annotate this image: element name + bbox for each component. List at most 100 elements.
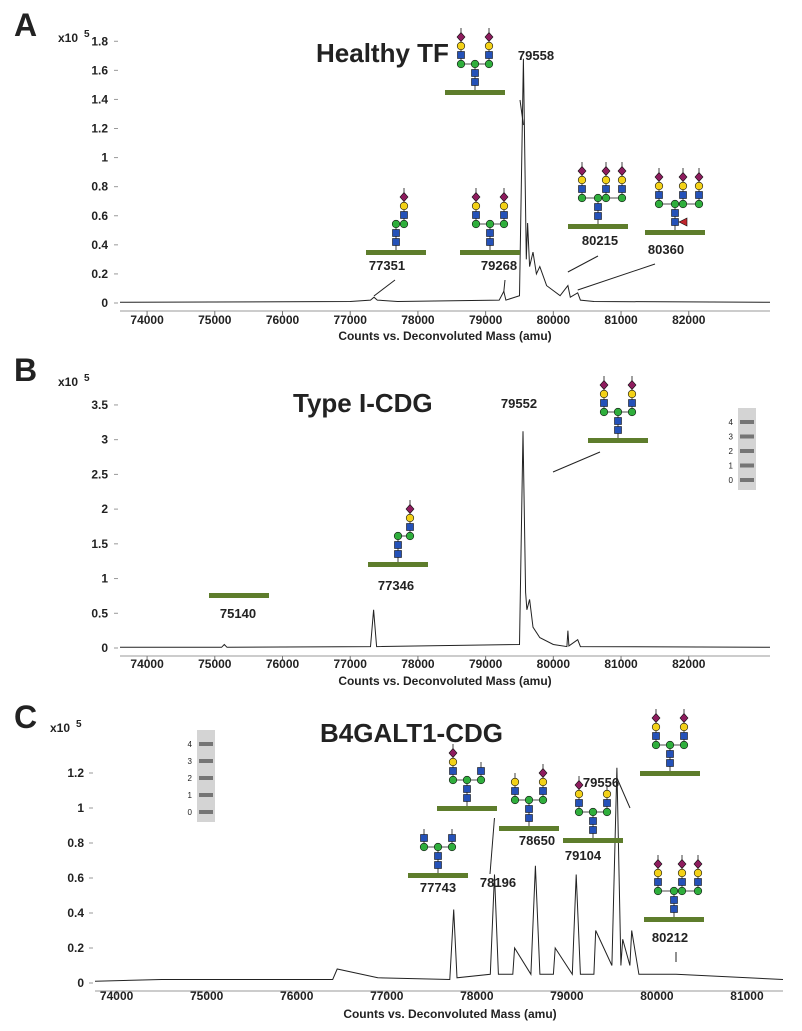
mannose-circle bbox=[457, 60, 465, 68]
leader-line bbox=[568, 256, 598, 272]
mannose-circle bbox=[406, 532, 414, 540]
galactose-circle bbox=[472, 202, 480, 210]
sialic-diamond bbox=[400, 193, 408, 202]
protein-bar bbox=[588, 438, 648, 443]
x-tick-label: 80000 bbox=[537, 657, 571, 671]
galactose-circle bbox=[680, 723, 688, 731]
y-tick-label: 1.5 bbox=[91, 537, 108, 551]
galactose-circle bbox=[695, 182, 703, 190]
glcnac-square bbox=[487, 230, 494, 237]
galactose-circle bbox=[678, 869, 686, 877]
glcnac-square bbox=[667, 760, 674, 767]
glycan bbox=[645, 168, 705, 235]
protein-bar bbox=[644, 917, 704, 922]
peak-label: 79104 bbox=[565, 848, 602, 863]
mannose-circle bbox=[477, 776, 485, 784]
glycan bbox=[499, 764, 559, 831]
glycan bbox=[437, 744, 497, 811]
glcnac-square bbox=[681, 733, 688, 740]
glcnac-square bbox=[629, 400, 636, 407]
glcnac-square bbox=[671, 906, 678, 913]
peak-label: 79552 bbox=[501, 396, 537, 411]
glcnac-square bbox=[395, 542, 402, 549]
sialic-diamond bbox=[652, 714, 660, 723]
gel-label: 2 bbox=[729, 447, 734, 456]
galactose-circle bbox=[578, 176, 586, 184]
gel-label: 1 bbox=[729, 462, 734, 471]
sialic-diamond bbox=[602, 167, 610, 176]
x-tick-label: 77000 bbox=[370, 989, 404, 1003]
mannose-circle bbox=[589, 808, 597, 816]
glycan bbox=[209, 593, 269, 598]
galactose-circle bbox=[654, 869, 662, 877]
peak-label: 79556 bbox=[583, 775, 619, 790]
x-tick-label: 79000 bbox=[550, 989, 584, 1003]
peak-label: 79558 bbox=[518, 48, 554, 63]
protein-bar bbox=[209, 593, 269, 598]
glcnac-square bbox=[615, 418, 622, 425]
galactose-circle bbox=[652, 723, 660, 731]
mannose-circle bbox=[525, 796, 533, 804]
sialic-diamond bbox=[472, 193, 480, 202]
galactose-circle bbox=[603, 790, 611, 798]
peak-label: 75140 bbox=[220, 606, 256, 621]
sialic-diamond bbox=[485, 33, 493, 42]
peak-label: 77351 bbox=[369, 258, 405, 273]
x-tick-label: 78000 bbox=[401, 657, 435, 671]
glycan bbox=[368, 500, 428, 567]
protein-bar bbox=[460, 250, 520, 255]
glycan bbox=[445, 28, 505, 95]
protein-bar bbox=[368, 562, 428, 567]
gel-label: 1 bbox=[188, 791, 193, 800]
x-axis-label: Counts vs. Deconvoluted Mass (amu) bbox=[338, 329, 551, 343]
x-tick-label: 74000 bbox=[130, 657, 164, 671]
protein-bar bbox=[408, 873, 468, 878]
x-tick-label: 82000 bbox=[672, 657, 706, 671]
mannose-circle bbox=[400, 220, 408, 228]
glycan bbox=[640, 709, 700, 776]
galactose-circle bbox=[539, 778, 547, 786]
y-tick-label: 0 bbox=[101, 641, 108, 655]
sialic-diamond bbox=[578, 167, 586, 176]
galactose-circle bbox=[655, 182, 663, 190]
glcnac-square bbox=[393, 230, 400, 237]
gel-band bbox=[740, 435, 754, 439]
peak-label: 80215 bbox=[582, 233, 618, 248]
mannose-circle bbox=[485, 60, 493, 68]
sialic-diamond bbox=[539, 769, 547, 778]
gel-band bbox=[199, 742, 213, 746]
mannose-circle bbox=[655, 200, 663, 208]
chart-title: B4GALT1-CDG bbox=[320, 718, 503, 748]
protein-bar bbox=[645, 230, 705, 235]
y-tick-label: 0 bbox=[101, 296, 108, 310]
glcnac-square bbox=[472, 79, 479, 86]
leader-line bbox=[490, 818, 494, 874]
leader-line bbox=[617, 778, 630, 808]
x-tick-label: 75000 bbox=[198, 657, 232, 671]
x-tick-label: 81000 bbox=[730, 989, 764, 1003]
gel-band bbox=[740, 478, 754, 482]
gel-label: 4 bbox=[729, 418, 734, 427]
x-tick-label: 77000 bbox=[334, 313, 368, 327]
y-tick-label: 1.8 bbox=[91, 34, 108, 48]
mannose-circle bbox=[628, 408, 636, 416]
protein-bar bbox=[640, 771, 700, 776]
glcnac-square bbox=[464, 786, 471, 793]
gel-band bbox=[740, 464, 754, 468]
x-tick-label: 75000 bbox=[198, 313, 232, 327]
mannose-circle bbox=[575, 808, 583, 816]
glcnac-square bbox=[595, 204, 602, 211]
glcnac-square bbox=[579, 186, 586, 193]
x-tick-label: 81000 bbox=[604, 313, 638, 327]
gel-band bbox=[740, 449, 754, 453]
galactose-circle bbox=[679, 182, 687, 190]
peak-label: 77346 bbox=[378, 578, 414, 593]
x-tick-label: 78000 bbox=[460, 989, 494, 1003]
glcnac-square bbox=[601, 400, 608, 407]
glcnac-square bbox=[401, 212, 408, 219]
leader-line bbox=[553, 452, 600, 472]
x-axis-label: Counts vs. Deconvoluted Mass (amu) bbox=[338, 674, 551, 688]
mannose-circle bbox=[449, 776, 457, 784]
glcnac-square bbox=[655, 879, 662, 886]
x-tick-label: 74000 bbox=[100, 989, 134, 1003]
